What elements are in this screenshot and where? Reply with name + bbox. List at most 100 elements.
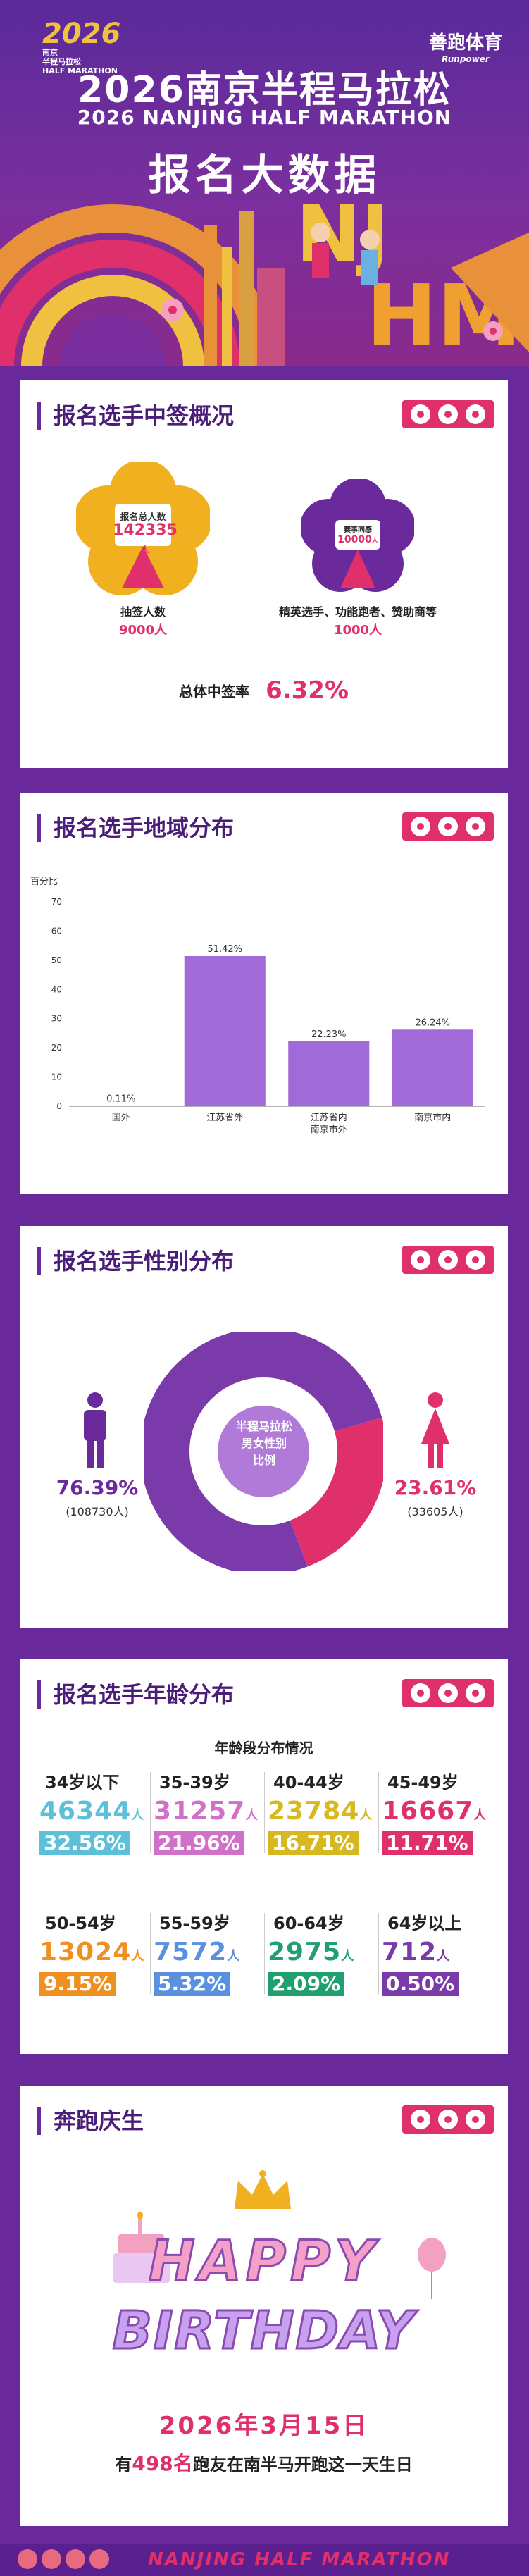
direct-unit: 人 [371,538,378,545]
crown-icon [235,2170,291,2209]
age-count-value: 712 [382,1938,437,1967]
y-tick-label: 0 [56,1101,62,1111]
age-group-count: 46344人 [39,1797,145,1830]
y-tick-label: 40 [51,984,62,994]
sponsor-logo: 善跑体育 Runpower [429,28,502,64]
bar-value-label: 0.11% [106,1094,135,1105]
total-unit: 人 [140,545,149,555]
y-axis-label: 百分比 [30,877,58,887]
x-tick-label: 国外 [112,1113,130,1123]
section-lottery: 报名选手中签概况 报名总人数 142335 人 抽签人数 9000人 赛事同感 1… [20,380,508,768]
x-tick-label: 江苏省内 [311,1112,347,1123]
section-title: 报名选手性别分布 [37,1247,234,1275]
flower-purple-icon [301,479,414,592]
event-logo: 2026 南京 半程马拉松 HALF MARATHON [42,20,120,75]
age-group-count: 7572人 [154,1938,259,1971]
y-tick-label: 20 [51,1043,62,1053]
age-count-value: 23784 [268,1797,360,1826]
age-group-count: 23784人 [268,1797,373,1830]
female-slice [289,1417,383,1567]
age-divider [378,1913,379,1994]
rate-value: 6.32% [266,676,349,705]
age-group: 34岁以下 46344人 32.56% [39,1769,145,1855]
age-count-value: 16667 [382,1797,474,1826]
bar-value-label: 26.24% [415,1017,450,1028]
age-group-pct: 9.15% [39,1972,117,1996]
lottery-label: 抽签人数 [120,605,166,619]
section-age: 报名选手年龄分布 年龄段分布情况 34岁以下 46344人 32.56% 35-39岁… [20,1659,508,2054]
rate-row: 总体中签率 6.32% [20,676,508,705]
age-count-value: 2975 [268,1938,342,1967]
birthday-line: 有498名跑友在南半马开跑这一天生日 [20,2448,508,2477]
bar-value-label: 22.23% [311,1029,347,1040]
section-title: 报名选手年龄分布 [37,1680,234,1709]
direct-value: 10000 [337,534,372,545]
age-group-pct: 21.96% [154,1831,244,1855]
logo-text-1: 南京 [42,48,58,57]
logo-text-2: 半程马拉松 [42,57,81,66]
age-group: 40-44岁 23784人 16.71% [268,1769,373,1855]
flower-badge-icon [402,1679,494,1707]
age-group-pct: 5.32% [154,1972,231,1996]
region-bar-chart: 百分比 0 10 20 30 40 50 60 70 0.11% 国外 51.42% 江苏省外 22.23… [30,877,485,1135]
section-birthday: 奔跑庆生 HAPPY BIRTHDAY 2026年3月15日 有498名跑友在南… [20,2086,508,2526]
y-tick-label: 10 [51,1072,62,1082]
y-tick-label: 50 [51,955,62,965]
age-divider [150,1913,151,1994]
age-group-label: 50-54岁 [45,1914,116,1933]
age-group-count: 31257人 [154,1797,259,1830]
age-group: 64岁以上 712人 0.50% [382,1909,487,1996]
age-group-count: 2975人 [268,1938,373,1971]
elite-value: 1000人 [333,623,382,638]
elite-label: 精英选手、功能跑者、赞助商等 [278,605,437,619]
y-tick-label: 70 [51,897,62,907]
footer-bar: NANJING HALF MARATHON [0,2544,529,2576]
rate-label: 总体中签率 [178,683,249,700]
donut-center-l1: 半程马拉松 [235,1420,292,1433]
age-group-label: 34岁以下 [45,1773,120,1792]
hero-decoration: NJ HM [0,189,529,366]
age-group: 35-39岁 31257人 21.96% [154,1769,259,1855]
footer-flowers-icon [18,2549,116,2570]
gender-donut-chart [144,1332,383,1571]
donut-center [218,1406,309,1497]
sponsor-logo-en: Runpower [442,54,490,64]
age-group-pct: 2.09% [268,1972,345,1996]
age-group-count: 712人 [382,1938,487,1971]
footer-text: NANJING HALF MARATHON [148,2549,451,2570]
age-count-unit: 人 [245,1808,259,1823]
bar-value-label: 51.42% [207,944,242,955]
age-group-label: 35-39岁 [159,1773,230,1792]
age-group-pct: 11.71% [382,1831,473,1855]
section-title: 报名选手中签概况 [37,402,234,430]
age-group-label: 55-59岁 [159,1914,230,1933]
age-count-unit: 人 [227,1949,241,1964]
age-group: 50-54岁 13024人 9.15% [39,1909,145,1996]
age-count-value: 7572 [154,1938,228,1967]
balloon-icon [418,2238,446,2299]
total-label: 报名总人数 [120,512,166,523]
male-pct: 76.39% [56,1476,139,1499]
male-count: (108730人) [66,1505,129,1518]
direct-value-box: 10000人 [330,534,386,545]
hero-banner: NJ HM 2026 南京 半程马拉松 HALF MARATHON 善跑体育 R… [0,0,529,366]
x-tick-label: 江苏省外 [206,1112,243,1123]
birthday-date: 2026年3月15日 [158,2412,369,2440]
age-group-pct: 0.50% [382,1972,459,1996]
age-count-unit: 人 [473,1808,487,1823]
age-group-label: 40-44岁 [273,1773,344,1792]
age-count-unit: 人 [131,1808,145,1823]
lottery-value: 9000人 [118,623,168,638]
birthday-count: 498名 [132,2452,193,2475]
section-region: 报名选手地域分布 百分比 0 10 20 30 40 50 60 70 0.11% 国外 51.42%… [20,793,508,1194]
page-subtitle: 报名大数据 [148,151,381,200]
flower-badge-icon [402,2105,494,2134]
flower-badge-icon [402,1246,494,1274]
age-count-value: 13024 [39,1938,132,1967]
logo-text-3: HALF MARATHON [42,66,118,75]
birthday-line-pre: 有 [115,2455,132,2475]
y-tick-label: 60 [51,926,62,936]
age-divider [264,1913,265,1994]
age-divider [264,1772,265,1853]
logo-year: 2026 [42,18,121,50]
